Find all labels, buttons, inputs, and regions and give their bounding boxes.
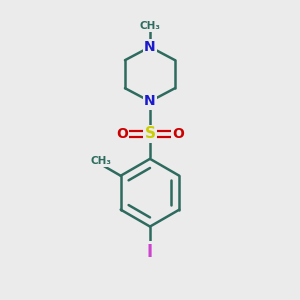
Text: S: S bbox=[145, 126, 155, 141]
Text: N: N bbox=[144, 94, 156, 108]
Text: CH₃: CH₃ bbox=[140, 21, 160, 31]
Text: O: O bbox=[116, 127, 128, 141]
Text: I: I bbox=[147, 243, 153, 261]
Text: CH₃: CH₃ bbox=[90, 156, 111, 166]
Text: N: N bbox=[144, 40, 156, 54]
Text: O: O bbox=[172, 127, 184, 141]
